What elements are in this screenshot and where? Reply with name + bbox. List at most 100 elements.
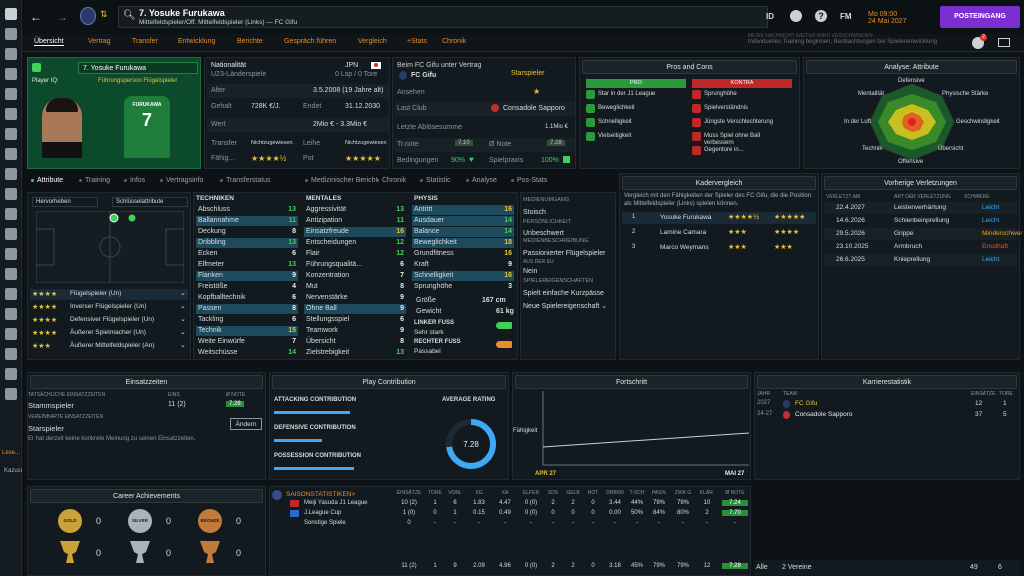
- squad-compare-row[interactable]: 2 Lamine Camara ★★★ ★★★★: [622, 227, 816, 239]
- id-label[interactable]: ID: [766, 12, 774, 21]
- medical-icon[interactable]: [5, 128, 17, 140]
- competitions-icon[interactable]: [5, 208, 17, 220]
- attribute-row[interactable]: Antizipation 11: [304, 216, 406, 226]
- progress-header[interactable]: Fortschritt: [515, 375, 748, 389]
- subtab-training[interactable]: Training: [85, 177, 111, 184]
- attribute-row[interactable]: Passen 8: [196, 304, 298, 314]
- calendar-icon[interactable]: [5, 168, 17, 180]
- subtab-infos[interactable]: Infos: [130, 177, 146, 184]
- attribute-row[interactable]: Abschluss 13: [196, 205, 298, 215]
- squad-compare-row[interactable]: 3 Marco Weymans ★★★ ★★★: [622, 242, 816, 254]
- sidebar-label-player[interactable]: Kazusi: [4, 468, 23, 474]
- attribute-row[interactable]: Stellungsspiel 6: [304, 315, 406, 325]
- attribute-row[interactable]: Nervenstärke 9: [304, 293, 406, 303]
- home-icon[interactable]: [5, 8, 17, 20]
- career-stats-header[interactable]: Karrierestatistik: [757, 375, 1017, 389]
- attribute-row[interactable]: Weite Einwürfe 7: [196, 337, 298, 347]
- staff-icon[interactable]: [5, 288, 17, 300]
- attribute-row[interactable]: Sprunghöhe 3: [412, 282, 514, 292]
- ball-icon[interactable]: [790, 10, 802, 22]
- subtab-analyse[interactable]: Analyse: [472, 177, 497, 184]
- loan-value[interactable]: Nichtzugewiesen: [345, 140, 387, 146]
- attribute-row[interactable]: Deckung 8: [196, 227, 298, 237]
- squad-compare-row[interactable]: 1 Yosuke Furukawa ★★★★½ ★★★★★: [622, 212, 816, 224]
- dynamics-icon[interactable]: [5, 108, 17, 120]
- attribute-row[interactable]: Tackling 6: [196, 315, 298, 325]
- attribute-row[interactable]: Weitschüsse 14: [196, 348, 298, 358]
- attribute-row[interactable]: Technik 15: [196, 326, 298, 336]
- fm-label[interactable]: FM: [840, 12, 852, 21]
- development-icon[interactable]: [5, 308, 17, 320]
- scouting-icon[interactable]: [5, 228, 17, 240]
- attribute-row[interactable]: Kopfballtechnik 6: [196, 293, 298, 303]
- attribute-row[interactable]: Ballannahme 11: [196, 216, 298, 226]
- club-icon[interactable]: [5, 188, 17, 200]
- attribute-row[interactable]: Flair 12: [304, 249, 406, 259]
- tab-transfer[interactable]: Transfer: [132, 38, 158, 45]
- attribute-row[interactable]: Teamwork 9: [304, 326, 406, 336]
- attribute-row[interactable]: Einsatzfreude 16: [304, 227, 406, 237]
- analysis-header[interactable]: Analyse: Attribute: [806, 60, 1017, 74]
- attribute-row[interactable]: Konzentration 7: [304, 271, 406, 281]
- subtab-statistic[interactable]: Statistic: [426, 177, 451, 184]
- attribute-row[interactable]: Übersicht 8: [304, 337, 406, 347]
- attribute-row[interactable]: Kraft 9: [412, 260, 514, 270]
- season-stats-link[interactable]: SAISONSTATISTIKEN>: [286, 491, 356, 498]
- attribute-row[interactable]: Ausdauer 14: [412, 216, 514, 226]
- back-arrow-icon[interactable]: ←: [30, 10, 42, 24]
- transfers-icon[interactable]: [5, 248, 17, 260]
- attribute-row[interactable]: Beweglichkeit 18: [412, 238, 514, 248]
- change-button[interactable]: Ändern: [230, 418, 262, 430]
- finances-icon[interactable]: [5, 268, 17, 280]
- attribute-row[interactable]: Zielstrebigkeit 13: [304, 348, 406, 358]
- screen-icon[interactable]: [998, 38, 1010, 47]
- tab-reports[interactable]: Berichte: [237, 38, 263, 45]
- tab-history[interactable]: Chronik: [442, 38, 467, 45]
- attribute-row[interactable]: Aggressivität 13: [304, 205, 406, 215]
- attribute-row[interactable]: Antritt 16: [412, 205, 514, 215]
- search-list-icon[interactable]: [5, 388, 17, 400]
- tab-overview[interactable]: Übersicht: [34, 38, 64, 46]
- attribute-row[interactable]: Ecken 6: [196, 249, 298, 259]
- club-name[interactable]: FC Gifu: [411, 72, 437, 79]
- career-team[interactable]: FC Gifu: [795, 400, 818, 407]
- attribute-row[interactable]: Elfmeter 13: [196, 260, 298, 270]
- last-club-value[interactable]: Consadole Sapporo: [503, 105, 565, 112]
- squad-compare-header[interactable]: Kadervergleich: [622, 176, 816, 190]
- squad-icon[interactable]: [5, 48, 17, 60]
- subtab-medizinischerbericht[interactable]: Medizinischer Bericht: [311, 177, 378, 184]
- achievements-header[interactable]: Career Achievements: [30, 489, 263, 503]
- club-crest-icon[interactable]: [80, 7, 96, 25]
- competition-name[interactable]: Meiji Yasuda J1 League: [304, 500, 368, 506]
- data-hub-icon[interactable]: [5, 148, 17, 160]
- chevron-updown-icon[interactable]: ⇅: [100, 9, 108, 19]
- attribute-row[interactable]: Schnelligkeit 16: [412, 271, 514, 281]
- attribute-row[interactable]: Grundfitness 16: [412, 249, 514, 259]
- tab-interact[interactable]: Gespräch führen: [284, 38, 337, 45]
- new-trait-dropdown[interactable]: Neue Spielereigenschaft ⌄: [523, 302, 607, 310]
- key-attributes-dropdown[interactable]: Schlüsselattribute: [112, 197, 188, 207]
- report-icon[interactable]: [5, 328, 17, 340]
- training-icon[interactable]: [5, 88, 17, 100]
- role-row[interactable]: ★★★★ Flügelspieler (Un) ⌄: [30, 289, 188, 300]
- career-team[interactable]: Consadole Sapporo: [795, 411, 853, 418]
- attribute-row[interactable]: Dribbling 13: [196, 238, 298, 248]
- inbox-icon[interactable]: [5, 28, 17, 40]
- attribute-row[interactable]: Entscheidungen 12: [304, 238, 406, 248]
- attribute-row[interactable]: Freistöße 4: [196, 282, 298, 292]
- subtab-posstats[interactable]: Pos-Stats: [517, 177, 548, 184]
- subtab-attribute[interactable]: Attribute: [37, 177, 64, 184]
- help-icon[interactable]: ?: [815, 10, 827, 22]
- attribute-row[interactable]: Mut 8: [304, 282, 406, 292]
- role-row[interactable]: ★★★★ Defensiver Flügelspieler (Un) ⌄: [30, 315, 188, 326]
- highlight-dropdown[interactable]: Hervorheben: [32, 197, 98, 207]
- tab-development[interactable]: Entwicklung: [178, 38, 216, 45]
- subtab-vertragsinfo[interactable]: Vertragsinfo: [166, 177, 204, 184]
- attribute-row[interactable]: Ohne Ball 9: [304, 304, 406, 314]
- forward-arrow-icon[interactable]: →: [56, 10, 68, 24]
- role-row[interactable]: ★★★ Äußerer Mittelfeldspieler (An) ⌄: [30, 341, 188, 352]
- history-icon[interactable]: [5, 348, 17, 360]
- attribute-row[interactable]: Führungsqualitä... 6: [304, 260, 406, 270]
- pros-cons-header[interactable]: Pros and Cons: [582, 60, 797, 74]
- subtab-chronik[interactable]: Chronik: [382, 177, 407, 184]
